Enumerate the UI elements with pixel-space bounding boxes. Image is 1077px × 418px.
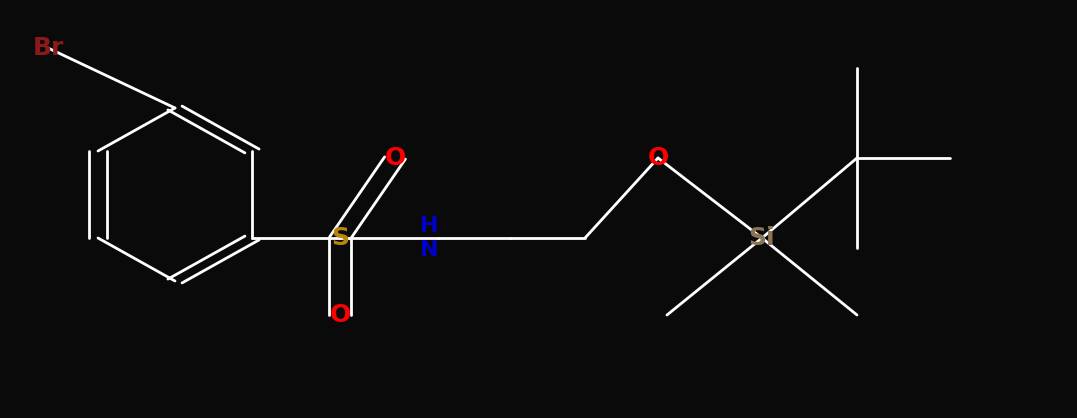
Text: Br: Br: [32, 36, 64, 60]
Text: Si: Si: [749, 226, 775, 250]
Text: S: S: [331, 226, 349, 250]
Text: O: O: [647, 146, 669, 170]
Text: O: O: [384, 146, 406, 170]
Text: O: O: [330, 303, 351, 327]
Text: H
N: H N: [420, 217, 438, 260]
